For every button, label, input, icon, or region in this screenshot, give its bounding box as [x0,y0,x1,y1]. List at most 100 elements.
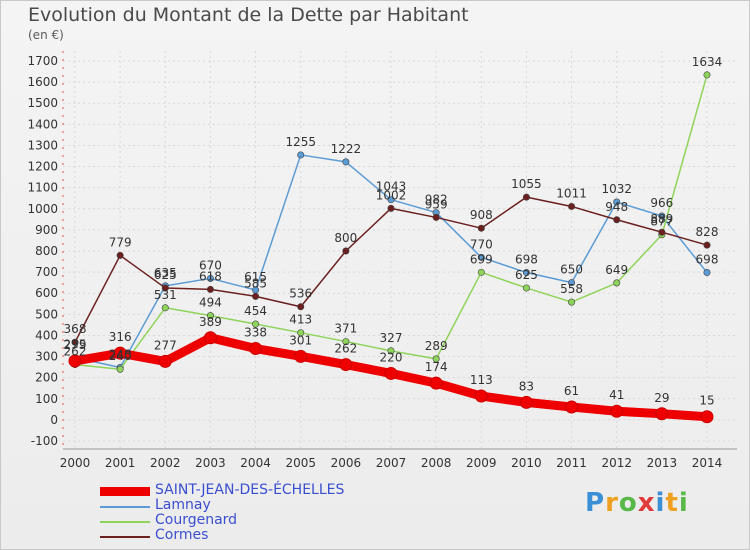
x-tick-label: 2002 [150,456,181,470]
y-tick-label: 1600 [27,75,58,89]
data-point [387,196,395,204]
legend-swatch [100,487,150,496]
series-lines [68,71,714,424]
data-point [568,298,576,306]
data-point [249,342,263,356]
x-tick-label: 2004 [240,456,271,470]
data-label: 698 [696,253,719,267]
data-label: 615 [244,270,267,284]
data-point [613,216,621,224]
data-point [703,71,711,79]
data-point [522,269,530,277]
data-label: 699 [470,252,493,266]
data-label: 536 [289,287,312,301]
data-point [342,158,350,166]
data-point [522,193,530,201]
x-tick-label: 2001 [105,456,136,470]
grid-lines [63,51,737,449]
data-point [477,224,485,232]
data-point [158,354,172,368]
y-tick-label: 1300 [27,138,58,152]
data-label: 338 [244,326,267,340]
data-point [387,204,395,212]
y-axis: 1700160015001400130012001100100090080070… [27,51,64,449]
data-label: 41 [609,388,624,402]
data-label: 371 [334,322,357,336]
data-point [206,274,214,282]
data-label: 494 [199,296,222,310]
data-label: 316 [109,330,132,344]
x-tick-label: 2009 [466,456,497,470]
y-tick-label: 1100 [27,181,58,195]
data-point [387,347,395,355]
data-point [206,285,214,293]
data-point [113,346,127,360]
data-label: 531 [154,288,177,302]
data-label: 279 [64,338,87,352]
x-tick-label: 2012 [601,456,632,470]
legend-swatch [100,506,150,508]
legend-swatch [100,521,150,523]
logo-letter: i [678,488,689,518]
y-tick-label: 900 [35,223,58,237]
x-tick-label: 2000 [60,456,91,470]
data-label: 413 [289,313,312,327]
data-point [610,404,624,418]
x-tick-label: 2013 [647,456,678,470]
data-point [294,349,308,363]
data-label: 558 [560,282,583,296]
y-tick-label: 300 [35,350,58,364]
data-label: 295 [64,338,87,352]
data-label: 61 [564,384,579,398]
data-label: 83 [519,379,534,393]
data-point [565,400,579,414]
y-tick-label: 700 [35,265,58,279]
data-label: 1002 [376,188,407,202]
data-point [700,410,714,424]
data-label: 828 [696,225,719,239]
data-label: 698 [515,253,538,267]
data-label: 959 [425,197,448,211]
y-tick-label: 500 [35,307,58,321]
data-label: 301 [289,333,312,347]
data-point [432,355,440,363]
proxiti-logo: Proxiti [585,488,689,518]
data-point [568,202,576,210]
data-label: 650 [560,263,583,277]
data-label: 1055 [511,177,542,191]
y-tick-label: -100 [31,434,58,448]
data-point [203,331,217,345]
data-label: 982 [425,193,448,207]
data-label: 1634 [692,55,723,69]
data-label: 800 [334,231,357,245]
data-point [655,407,669,421]
data-point [568,279,576,287]
data-label: 649 [605,263,628,277]
data-point [161,284,169,292]
x-tick-label: 2006 [331,456,362,470]
x-axis: 2000 2001 2002 2003 2004 2005 2006 2007 2008 2009… [60,448,737,470]
y-tick-label: 200 [35,371,58,385]
data-label: 1222 [331,142,362,156]
data-point [519,395,533,409]
y-tick-label: 1000 [27,202,58,216]
data-label: 635 [154,266,177,280]
data-point [613,279,621,287]
data-label: 262 [334,342,357,356]
logo-letter: r [605,488,619,518]
y-tick-label: 1200 [27,160,58,174]
legend-label: SAINT-JEAN-DES-ÉCHELLES [155,482,345,498]
data-point [339,358,353,372]
chart-unit: (en €) [28,28,64,42]
data-point [477,268,485,276]
data-label: 240 [109,349,132,363]
data-point [703,269,711,277]
data-label: 327 [380,331,403,345]
x-tick-label: 2008 [421,456,452,470]
data-point [161,304,169,312]
data-label: 29 [654,391,669,405]
data-label: 262 [64,345,87,359]
data-label: 889 [650,212,673,226]
data-point [703,241,711,249]
data-label: 908 [470,208,493,222]
